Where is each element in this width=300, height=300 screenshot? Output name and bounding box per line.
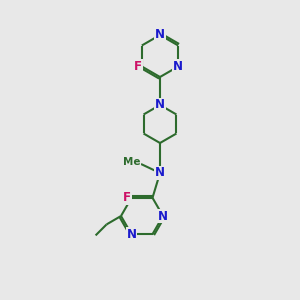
Text: N: N	[127, 228, 136, 241]
Text: N: N	[155, 28, 165, 41]
Text: N: N	[155, 167, 165, 179]
Text: N: N	[155, 98, 165, 112]
Text: N: N	[158, 209, 168, 223]
Text: F: F	[134, 60, 142, 73]
Text: N: N	[173, 60, 183, 73]
Text: Me: Me	[122, 157, 140, 166]
Text: F: F	[123, 191, 131, 204]
